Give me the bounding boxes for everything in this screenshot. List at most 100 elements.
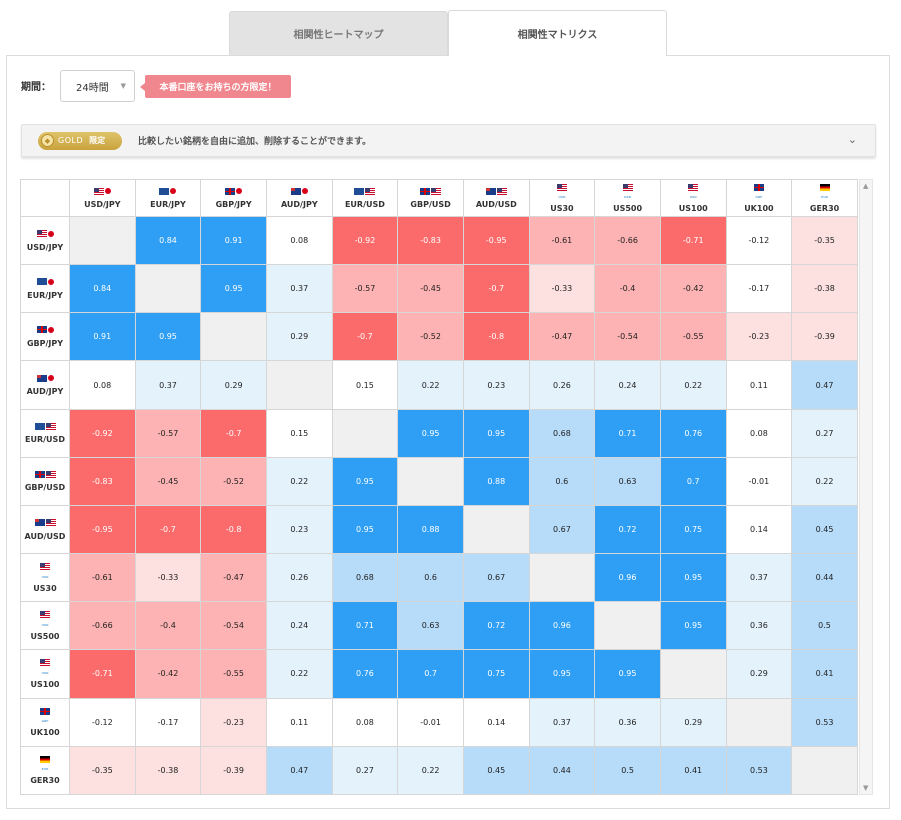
correlation-cell[interactable]: -0.7	[200, 408, 267, 458]
correlation-cell[interactable]: 0.47	[265, 745, 333, 796]
correlation-cell[interactable]: 0.14	[725, 504, 793, 555]
correlation-cell[interactable]: 0.37	[134, 360, 202, 410]
correlation-cell[interactable]: -0.95	[462, 215, 530, 266]
correlation-cell[interactable]: 0.44	[528, 745, 596, 796]
correlation-cell[interactable]: 0.22	[397, 360, 464, 410]
correlation-cell[interactable]: 0.96	[594, 553, 661, 603]
tab-heatmap[interactable]: 相関性ヒートマップ	[229, 11, 448, 55]
correlation-cell[interactable]: -0.61	[528, 215, 596, 266]
correlation-cell[interactable]: 0.08	[725, 408, 793, 458]
correlation-cell[interactable]: 0.29	[725, 649, 793, 699]
correlation-cell[interactable]: 0.22	[265, 456, 333, 506]
correlation-cell[interactable]: 0.95	[659, 601, 727, 651]
correlation-cell[interactable]: 0.53	[725, 745, 793, 796]
correlation-cell[interactable]: 0.45	[791, 504, 858, 555]
correlation-cell[interactable]: 0.44	[791, 553, 858, 603]
correlation-cell[interactable]: 0.75	[659, 504, 727, 555]
correlation-cell[interactable]: 0.91	[200, 215, 267, 266]
correlation-cell[interactable]: 0.95	[331, 456, 399, 506]
correlation-cell[interactable]: -0.71	[69, 649, 136, 699]
correlation-cell[interactable]: 0.76	[331, 649, 399, 699]
correlation-cell[interactable]: 0.63	[397, 601, 464, 651]
correlation-cell[interactable]: 0.36	[594, 697, 661, 747]
correlation-cell[interactable]: 0.41	[791, 649, 858, 699]
correlation-cell[interactable]: -0.45	[397, 264, 464, 314]
correlation-cell[interactable]: -0.83	[397, 215, 464, 266]
correlation-cell[interactable]: -0.4	[594, 264, 661, 314]
correlation-cell[interactable]: -0.7	[462, 264, 530, 314]
correlation-cell[interactable]: -0.8	[462, 312, 530, 362]
correlation-cell[interactable]: -0.8	[200, 504, 267, 555]
correlation-cell[interactable]: 0.26	[528, 360, 596, 410]
correlation-cell[interactable]: 0.47	[791, 360, 858, 410]
scroll-down-icon[interactable]: ▼	[863, 784, 869, 792]
correlation-cell[interactable]: 0.23	[265, 504, 333, 555]
correlation-cell[interactable]: -0.47	[200, 553, 267, 603]
correlation-cell[interactable]: 0.08	[331, 697, 399, 747]
correlation-cell[interactable]: 0.08	[69, 360, 136, 410]
scroll-up-icon[interactable]: ▲	[863, 182, 869, 190]
correlation-cell[interactable]: 0.67	[462, 553, 530, 603]
correlation-cell[interactable]: -0.92	[69, 408, 136, 458]
correlation-cell[interactable]: 0.63	[594, 456, 661, 506]
correlation-cell[interactable]: 0.11	[265, 697, 333, 747]
correlation-cell[interactable]: 0.95	[528, 649, 596, 699]
correlation-cell[interactable]: 0.6	[528, 456, 596, 506]
correlation-cell[interactable]: 0.41	[659, 745, 727, 796]
correlation-cell[interactable]: 0.08	[265, 215, 333, 266]
correlation-cell[interactable]: 0.22	[397, 745, 464, 796]
correlation-cell[interactable]: 0.27	[331, 745, 399, 796]
correlation-cell[interactable]: -0.71	[659, 215, 727, 266]
correlation-cell[interactable]: -0.54	[200, 601, 267, 651]
correlation-cell[interactable]: 0.84	[69, 264, 136, 314]
correlation-cell[interactable]: -0.39	[791, 312, 858, 362]
correlation-cell[interactable]: -0.45	[134, 456, 202, 506]
correlation-cell[interactable]: 0.29	[659, 697, 727, 747]
correlation-cell[interactable]: 0.14	[462, 697, 530, 747]
correlation-cell[interactable]: 0.71	[594, 408, 661, 458]
correlation-cell[interactable]: 0.95	[397, 408, 464, 458]
correlation-cell[interactable]: -0.42	[134, 649, 202, 699]
correlation-cell[interactable]: -0.33	[134, 553, 202, 603]
correlation-cell[interactable]: -0.47	[528, 312, 596, 362]
chevron-down-icon[interactable]: ⌄	[847, 133, 857, 146]
correlation-cell[interactable]: 0.24	[594, 360, 661, 410]
correlation-cell[interactable]: -0.42	[659, 264, 727, 314]
correlation-cell[interactable]: 0.95	[659, 553, 727, 603]
correlation-cell[interactable]: -0.39	[200, 745, 267, 796]
correlation-cell[interactable]: -0.38	[791, 264, 858, 314]
correlation-cell[interactable]: -0.35	[69, 745, 136, 796]
correlation-cell[interactable]: -0.17	[134, 697, 202, 747]
tab-matrix[interactable]: 相関性マトリクス	[448, 10, 667, 56]
correlation-cell[interactable]: 0.27	[791, 408, 858, 458]
correlation-cell[interactable]: 0.45	[462, 745, 530, 796]
correlation-cell[interactable]: 0.7	[397, 649, 464, 699]
correlation-cell[interactable]: 0.37	[528, 697, 596, 747]
correlation-cell[interactable]: 0.22	[791, 456, 858, 506]
correlation-cell[interactable]: -0.38	[134, 745, 202, 796]
correlation-cell[interactable]: -0.23	[200, 697, 267, 747]
correlation-cell[interactable]: 0.84	[134, 215, 202, 266]
correlation-cell[interactable]: 0.95	[594, 649, 661, 699]
correlation-cell[interactable]: -0.66	[69, 601, 136, 651]
correlation-cell[interactable]: 0.11	[725, 360, 793, 410]
correlation-cell[interactable]: 0.88	[397, 504, 464, 555]
correlation-cell[interactable]: 0.15	[265, 408, 333, 458]
correlation-cell[interactable]: 0.95	[462, 408, 530, 458]
correlation-cell[interactable]: -0.55	[659, 312, 727, 362]
correlation-cell[interactable]: 0.5	[791, 601, 858, 651]
period-select[interactable]: 24時間 ▼	[60, 70, 135, 102]
correlation-cell[interactable]: 0.68	[528, 408, 596, 458]
correlation-cell[interactable]: 0.24	[265, 601, 333, 651]
correlation-cell[interactable]: -0.95	[69, 504, 136, 555]
correlation-cell[interactable]: -0.12	[69, 697, 136, 747]
correlation-cell[interactable]: 0.15	[331, 360, 399, 410]
correlation-cell[interactable]: 0.72	[594, 504, 661, 555]
correlation-cell[interactable]: -0.01	[725, 456, 793, 506]
correlation-cell[interactable]: 0.67	[528, 504, 596, 555]
correlation-cell[interactable]: 0.71	[331, 601, 399, 651]
correlation-cell[interactable]: -0.61	[69, 553, 136, 603]
correlation-cell[interactable]: 0.37	[265, 264, 333, 314]
correlation-cell[interactable]: 0.76	[659, 408, 727, 458]
correlation-cell[interactable]: -0.54	[594, 312, 661, 362]
